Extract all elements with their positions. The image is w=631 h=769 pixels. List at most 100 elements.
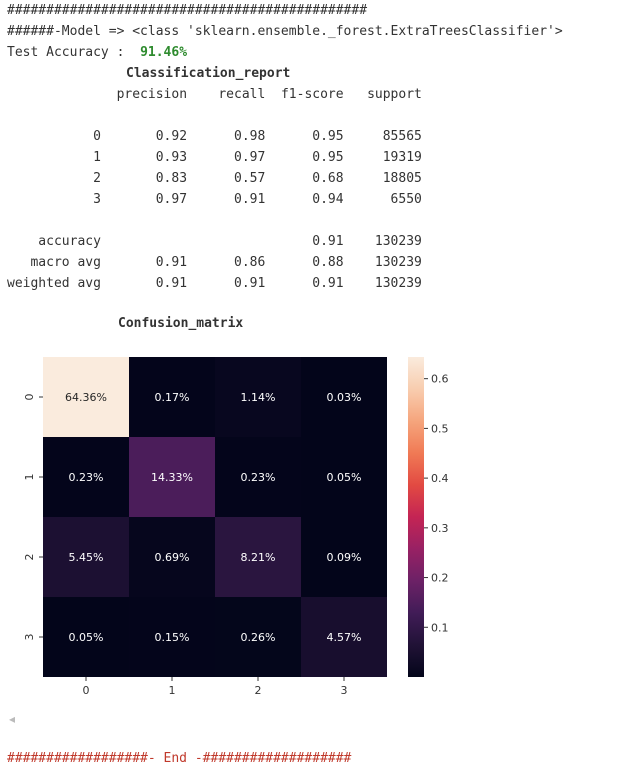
report-spacer [7,87,109,102]
heatmap-cell-label: 0.05% [327,471,362,484]
classification-report-title: Classification_report [126,66,291,81]
report-class-row: 1 0.93 0.97 0.95 19319 [7,147,422,168]
end-line: ##################- End -###############… [7,751,352,766]
report-precision: 0.91 [108,276,188,291]
colorbar [408,357,424,677]
report-precision: 0.97 [108,192,188,207]
colorbar-tick-label: 0.2 [431,572,449,585]
report-class-row: 0 0.92 0.98 0.95 85565 [7,126,422,147]
report-f1: 0.95 [265,129,344,144]
heatmap-cell [301,357,387,437]
heatmap-cell-label: 64.36% [65,391,107,404]
report-recall [187,234,265,249]
x-tick-label: 3 [341,684,348,697]
report-support: 130239 [343,276,422,291]
heatmap-cell [301,517,387,597]
report-row-label: accuracy [7,234,109,249]
report-column-f1-score: f1-score [265,87,344,102]
accuracy-value: 91.46% [140,45,188,60]
report-precision: 0.83 [108,171,188,186]
report-precision: 0.91 [108,255,188,270]
heatmap-cell-label: 0.26% [241,631,276,644]
report-class-row: 2 0.83 0.57 0.68 18805 [7,168,422,189]
colorbar-tick-label: 0.1 [431,621,449,634]
heatmap-cell-label: 0.15% [155,631,190,644]
report-blank-row [7,105,422,126]
heatmap-cell [43,597,129,677]
report-f1: 0.95 [265,150,344,165]
heatmap-cell-label: 4.57% [327,631,362,644]
heatmap-cell-label: 0.23% [241,471,276,484]
heatmap-cell [215,597,301,677]
y-tick-label: 2 [23,554,36,561]
report-summary-row: accuracy 0.91 130239 [7,231,422,252]
report-column-recall: recall [187,87,266,102]
heatmap-cell [215,437,301,517]
heatmap-cell [301,437,387,517]
heatmap-cell [301,597,387,677]
report-blank-row [7,210,422,231]
report-recall: 0.91 [187,276,266,291]
heatmap-cell-label: 5.45% [69,551,104,564]
heatmap-cell-label: 0.69% [155,551,190,564]
report-row-label: macro avg [7,255,109,270]
heatmap-cell-label: 0.23% [69,471,104,484]
heatmap-cell [129,517,215,597]
heatmap-cell [129,597,215,677]
report-recall: 0.98 [187,129,266,144]
report-header-row: precision recall f1-score support [7,84,422,105]
heatmap-cell-label: 0.17% [155,391,190,404]
report-recall: 0.97 [187,150,266,165]
heatmap-cell-label: 0.09% [327,551,362,564]
x-tick-label: 0 [83,684,90,697]
heatmap-cell [43,357,129,437]
confusion-matrix-heatmap: 64.36% 0.17% 1.14% 0.03% 0.23% 14.33% 0.23% 0.0… [23,357,449,697]
report-recall: 0.86 [187,255,266,270]
report-support: 19319 [343,150,422,165]
accuracy-line: Test Accuracy : 91.46% [7,42,187,63]
y-tick-label: 0 [23,394,36,401]
colorbar-tick-label: 0.5 [431,422,449,435]
report-precision [109,234,187,249]
colorbar-tick-label: 0.6 [431,373,449,386]
heatmap-cell [43,517,129,597]
report-support: 130239 [343,255,422,270]
report-f1: 0.88 [265,255,344,270]
heatmap-cell-label: 0.03% [327,391,362,404]
heatmap-cell [215,357,301,437]
classification-report-table: precision recall f1-score support 0 0.92… [7,84,422,294]
report-precision: 0.93 [108,150,188,165]
report-row-label: 0 [7,129,109,144]
report-recall: 0.91 [187,192,266,207]
report-precision: 0.92 [108,129,188,144]
report-f1: 0.68 [265,171,344,186]
report-f1: 0.91 [265,234,344,249]
scroll-left-icon[interactable]: ◂ [9,712,16,726]
report-f1: 0.94 [265,192,344,207]
accuracy-label: Test Accuracy : [7,45,133,60]
model-line: ######-Model => <class 'sklearn.ensemble… [7,24,563,39]
x-tick-label: 2 [255,684,262,697]
heatmap-cell [129,437,215,517]
heatmap-cell-label: 14.33% [151,471,193,484]
heatmap-cell-label: 8.21% [241,551,276,564]
report-row-label: 3 [7,192,109,207]
heatmap-cell [215,517,301,597]
report-f1: 0.91 [265,276,344,291]
x-tick-label: 1 [169,684,176,697]
report-recall: 0.57 [187,171,266,186]
report-row-label: weighted avg [7,276,109,291]
y-tick-label: 3 [23,634,36,641]
report-summary-row: weighted avg 0.91 0.91 0.91 130239 [7,273,422,294]
heatmap-cell [43,437,129,517]
heatmap-cell [129,357,215,437]
report-summary-row: macro avg 0.91 0.86 0.88 130239 [7,252,422,273]
report-column-support: support [343,87,422,102]
report-support: 6550 [343,192,422,207]
y-tick-label: 1 [23,474,36,481]
report-row-label: 2 [7,171,109,186]
report-class-row: 3 0.97 0.91 0.94 6550 [7,189,422,210]
report-column-precision: precision [108,87,188,102]
confusion-matrix-title: Confusion_matrix [118,316,244,331]
report-support: 18805 [343,171,422,186]
